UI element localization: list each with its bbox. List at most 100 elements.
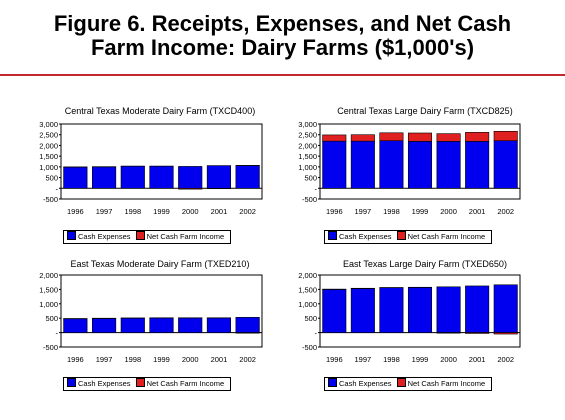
y-tick-label: 1,500 <box>39 285 58 294</box>
bar-net-cash-farm-income <box>465 332 490 334</box>
x-tick-label: 1997 <box>355 207 372 216</box>
y-tick-label: 1,500 <box>298 285 317 294</box>
legend-item-expenses: Cash Expenses <box>67 231 131 241</box>
bar-net-cash-farm-income <box>465 132 490 142</box>
x-tick-label: 1997 <box>355 355 372 364</box>
y-tick-label: 1,000 <box>298 300 317 309</box>
legend-label: Net Cash Farm Income <box>407 379 486 388</box>
bar-cash-expenses <box>206 165 232 189</box>
y-tick-label: 2,000 <box>39 271 58 280</box>
legend-swatch-net-income <box>396 378 406 387</box>
y-tick-label: 3,000 <box>298 120 317 129</box>
bar-cash-expenses <box>322 289 347 333</box>
bar-cash-expenses <box>465 285 490 333</box>
x-tick-label: 2002 <box>497 355 514 364</box>
chart-legend: Cash Expenses Net Cash Farm Income <box>324 230 493 244</box>
figure-title-line1: Figure 6. Receipts, Expenses, and Net Ca… <box>53 11 512 36</box>
y-tick-label: -500 <box>302 195 317 204</box>
x-tick-label: 1999 <box>412 355 429 364</box>
legend-swatch-expenses <box>328 231 337 240</box>
bar-net-cash-farm-income <box>436 133 461 142</box>
chart-panel-3: East Texas Moderate Dairy Farm (TXED210)… <box>25 259 295 409</box>
x-tick-label: 2000 <box>182 207 199 216</box>
y-tick-label: 500 <box>45 314 58 323</box>
legend-item-expenses: Cash Expenses <box>328 231 392 241</box>
x-tick-label: 2001 <box>469 207 486 216</box>
y-tick-label: 500 <box>304 174 317 183</box>
legend-swatch-net-income <box>135 378 145 387</box>
bar-cash-expenses <box>493 284 518 333</box>
legend-item-expenses: Cash Expenses <box>67 378 131 388</box>
x-tick-label: 2000 <box>440 355 457 364</box>
x-tick-label: 1996 <box>67 355 84 364</box>
figure-title: Figure 6. Receipts, Expenses, and Net Ca… <box>0 12 565 60</box>
x-tick-label: 2001 <box>211 355 228 364</box>
x-tick-label: 1998 <box>124 355 141 364</box>
y-tick-label: 2,500 <box>298 131 317 140</box>
x-tick-label: 1996 <box>326 355 343 364</box>
y-tick-label: 1,000 <box>39 300 58 309</box>
bar-cash-expenses <box>149 165 174 189</box>
x-tick-label: 1998 <box>124 207 141 216</box>
x-tick-label: 2002 <box>497 207 514 216</box>
y-tick-label: 1,000 <box>39 163 58 172</box>
bar-cash-expenses <box>63 318 88 333</box>
bar-net-cash-farm-income <box>178 187 203 190</box>
plot-frame <box>60 274 263 348</box>
bar-net-cash-farm-income <box>322 134 347 142</box>
bar-net-cash-farm-income <box>407 132 433 142</box>
x-tick-label: 2002 <box>239 355 256 364</box>
y-tick-label: - <box>315 184 318 193</box>
bar-cash-expenses <box>493 140 518 189</box>
y-tick-label: -500 <box>43 195 58 204</box>
x-tick-label: 1997 <box>96 207 113 216</box>
y-tick-label: - <box>56 329 59 338</box>
x-tick-label: 1999 <box>153 355 170 364</box>
x-tick-label: 1998 <box>383 207 400 216</box>
y-tick-label: -500 <box>43 343 58 352</box>
bar-net-cash-farm-income <box>379 132 404 142</box>
legend-swatch-expenses <box>67 231 76 240</box>
y-tick-label: 500 <box>45 174 58 183</box>
bar-cash-expenses <box>206 317 232 333</box>
y-tick-label: 3,000 <box>39 120 58 129</box>
bar-cash-expenses <box>379 287 404 333</box>
bar-cash-expenses <box>350 140 375 189</box>
bar-cash-expenses <box>91 318 117 333</box>
bar-cash-expenses <box>436 141 461 189</box>
x-tick-label: 1997 <box>96 355 113 364</box>
y-tick-label: 1,500 <box>298 152 317 161</box>
bar-net-cash-farm-income <box>493 130 518 142</box>
legend-item-expenses: Cash Expenses <box>328 378 392 388</box>
legend-label: Cash Expenses <box>78 232 131 241</box>
legend-swatch-net-income <box>135 231 145 240</box>
x-tick-label: 2001 <box>469 355 486 364</box>
x-tick-label: 1996 <box>67 207 84 216</box>
title-divider <box>0 74 565 76</box>
chart-panel-2: Central Texas Large Dairy Farm (TXCD825)… <box>290 106 560 256</box>
legend-item-net-income: Net Cash Farm Income <box>135 231 224 241</box>
x-tick-label: 2000 <box>440 207 457 216</box>
legend-item-net-income: Net Cash Farm Income <box>135 378 225 388</box>
bar-net-cash-farm-income <box>350 134 375 142</box>
legend-swatch-expenses <box>328 378 337 387</box>
legend-label: Cash Expenses <box>78 379 131 388</box>
legend-label: Cash Expenses <box>339 379 392 388</box>
y-tick-label: - <box>56 184 59 193</box>
chart-title: East Texas Moderate Dairy Farm (TXED210) <box>70 259 250 269</box>
bar-cash-expenses <box>63 166 88 189</box>
x-tick-label: 1996 <box>326 207 343 216</box>
y-tick-label: 2,000 <box>298 141 317 150</box>
y-tick-label: - <box>315 329 318 338</box>
legend-item-net-income: Net Cash Farm Income <box>396 231 485 241</box>
legend-label: Net Cash Farm Income <box>146 379 225 388</box>
bar-cash-expenses <box>235 165 260 189</box>
x-tick-label: 1999 <box>412 207 429 216</box>
x-tick-label: 1999 <box>153 207 170 216</box>
x-tick-label: 1998 <box>383 355 400 364</box>
y-tick-label: 500 <box>304 314 317 323</box>
